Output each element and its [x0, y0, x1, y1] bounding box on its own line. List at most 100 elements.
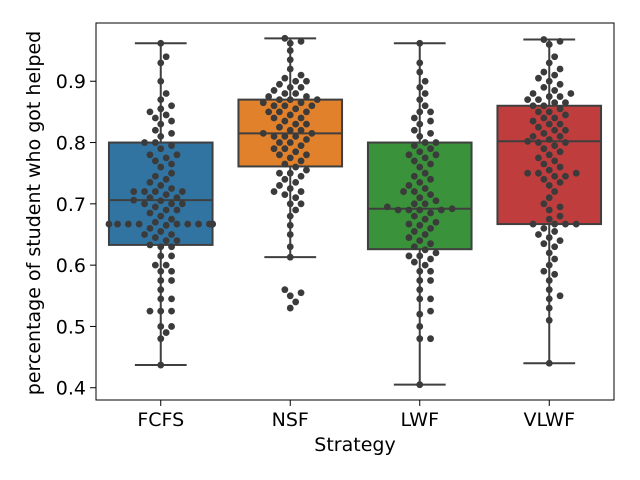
data-point — [157, 182, 165, 189]
data-point — [416, 68, 424, 76]
data-point — [157, 323, 165, 330]
data-point — [405, 182, 413, 189]
data-point — [276, 169, 283, 177]
data-point — [416, 178, 424, 186]
data-point — [545, 316, 553, 324]
data-point — [286, 154, 294, 162]
data-point — [270, 145, 278, 153]
data-point — [286, 96, 294, 104]
data-point — [383, 203, 391, 211]
axes: 0.4 0.5 0.6 0.7 0.8 0.9 FCFS NSF LWF VLWF — [56, 22, 615, 431]
data-point — [157, 105, 165, 113]
data-point — [556, 105, 564, 113]
data-point — [545, 234, 553, 241]
data-point — [130, 188, 138, 195]
data-point — [157, 267, 165, 275]
data-point — [416, 323, 424, 330]
data-point — [410, 200, 418, 208]
data-point — [562, 99, 569, 107]
data-point — [308, 129, 316, 137]
data-point — [141, 139, 148, 146]
data-point — [551, 126, 559, 134]
data-point — [427, 267, 434, 275]
data-point — [162, 329, 170, 336]
data-point — [416, 120, 424, 128]
data-point — [410, 243, 418, 251]
data-point — [276, 139, 283, 146]
axes-frame — [95, 22, 615, 401]
data-point — [529, 133, 537, 140]
data-point — [151, 139, 159, 146]
data-point — [146, 108, 154, 116]
data-point — [551, 228, 559, 235]
data-point — [540, 145, 548, 153]
data-point — [551, 71, 559, 79]
data-point — [146, 241, 154, 249]
data-point — [286, 111, 294, 119]
data-point — [545, 277, 553, 284]
data-point — [292, 90, 300, 97]
data-point — [286, 200, 294, 208]
data-point — [545, 249, 553, 257]
data-point — [545, 286, 553, 294]
data-point — [173, 151, 181, 159]
data-point — [551, 99, 559, 107]
data-point — [281, 286, 289, 294]
data-point — [421, 90, 429, 97]
y-tick-label: 0.5 — [56, 316, 86, 338]
data-point — [303, 151, 310, 159]
data-point — [124, 220, 132, 228]
data-point — [209, 220, 216, 228]
data-point — [286, 243, 294, 251]
data-point — [297, 126, 305, 134]
data-point — [535, 169, 542, 177]
data-point — [405, 234, 413, 241]
data-point — [556, 292, 564, 300]
data-point — [556, 120, 564, 128]
data-point — [292, 194, 300, 202]
data-point — [157, 59, 165, 67]
data-point — [410, 172, 418, 180]
data-point — [168, 160, 175, 168]
data-point — [157, 120, 165, 128]
data-point — [146, 178, 154, 186]
data-point — [259, 99, 267, 107]
data-point — [545, 41, 553, 48]
data-point — [276, 182, 283, 189]
data-point — [286, 221, 294, 229]
data-point — [421, 139, 429, 146]
data-point — [162, 221, 170, 229]
data-point — [297, 188, 305, 195]
data-point — [432, 197, 440, 205]
y-tick-label: 0.7 — [56, 194, 86, 216]
data-point — [421, 154, 429, 162]
data-point — [292, 120, 300, 128]
data-point — [265, 108, 273, 116]
data-point — [151, 114, 159, 122]
data-point — [540, 224, 548, 232]
data-point — [562, 220, 569, 228]
data-point — [524, 169, 532, 177]
data-point — [416, 96, 424, 104]
data-point — [410, 142, 418, 150]
x-axis-title: Strategy — [314, 434, 395, 456]
data-point — [556, 148, 564, 156]
data-point — [265, 93, 273, 100]
data-point — [270, 133, 278, 140]
data-point — [427, 277, 434, 284]
data-point — [292, 178, 300, 186]
data-point — [135, 220, 143, 228]
data-point — [162, 191, 170, 199]
data-point — [410, 228, 418, 235]
data-point — [286, 231, 294, 238]
data-point — [130, 196, 138, 204]
y-tick-label: 0.6 — [56, 255, 86, 277]
data-point — [540, 267, 548, 275]
data-point — [545, 304, 553, 312]
data-point — [545, 206, 553, 214]
data-point — [540, 102, 548, 110]
data-point — [297, 37, 305, 45]
data-point — [157, 133, 165, 140]
data-point — [184, 220, 192, 228]
data-point — [286, 39, 294, 47]
